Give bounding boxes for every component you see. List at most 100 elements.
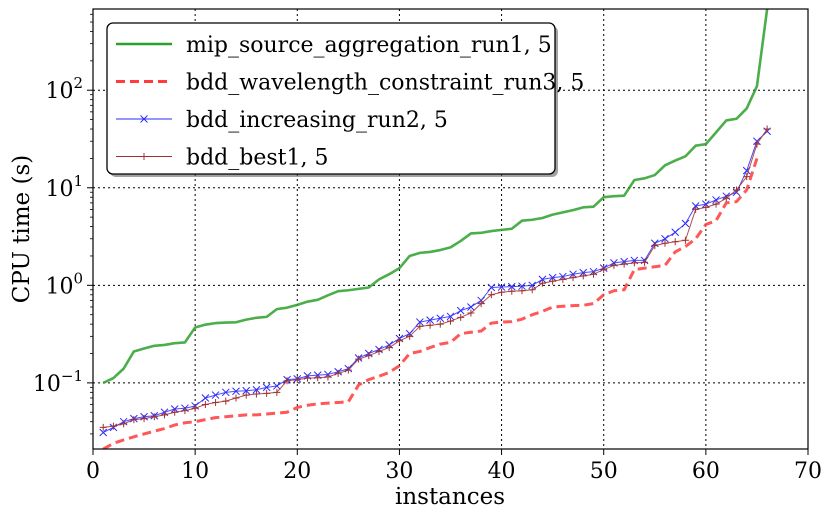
series-point — [702, 203, 710, 211]
x-tick-label: 40 — [488, 459, 516, 484]
series-line — [102, 157, 759, 449]
legend-label: bdd_best1, 5 — [186, 146, 328, 171]
series-point — [273, 382, 281, 390]
x-tick-label: 60 — [692, 459, 720, 484]
legend-label: bdd_increasing_run2, 5 — [186, 108, 448, 133]
x-tick-label: 20 — [283, 459, 311, 484]
legend-label: bdd_wavelength_constraint_run3, 5 — [186, 71, 584, 96]
series-point — [293, 376, 301, 384]
series-point — [549, 277, 557, 285]
series-point — [273, 388, 281, 396]
series-point — [671, 228, 680, 237]
x-axis-title: instances — [395, 484, 505, 510]
series-point — [395, 337, 403, 345]
series-point — [497, 283, 506, 291]
plot-frame — [92, 8, 809, 450]
series-point — [130, 416, 138, 424]
series-point — [365, 352, 373, 360]
series-point — [620, 260, 628, 268]
series-point — [569, 274, 577, 282]
series-point — [753, 140, 761, 148]
y-tick-label: 10−1 — [33, 367, 83, 397]
series-point — [334, 369, 342, 377]
y-tick-label: 101 — [45, 172, 83, 202]
series-point — [181, 407, 189, 415]
x-tick-label: 0 — [86, 459, 100, 484]
series-point — [99, 423, 107, 431]
series-point — [212, 398, 220, 406]
series-point — [630, 259, 638, 267]
legend-marker — [140, 153, 148, 160]
series-point — [671, 238, 679, 246]
x-tick-label: 70 — [794, 459, 822, 484]
series-point — [171, 408, 179, 416]
x-axis: 0 10 20 30 40 50 60 70 — [86, 449, 822, 484]
legend-label: mip_source_aggregation_run1, 5 — [186, 33, 552, 58]
series-point — [712, 200, 720, 208]
series-point — [518, 282, 526, 291]
series-point — [559, 275, 567, 283]
legend-marker — [140, 115, 148, 123]
series-point — [232, 394, 240, 402]
series-point — [641, 258, 649, 266]
series-point — [416, 322, 424, 330]
series-point — [436, 320, 444, 328]
series-line — [102, 9, 769, 385]
series-point — [406, 332, 414, 340]
series-point — [252, 385, 261, 394]
y-tick-label: 102 — [45, 74, 83, 104]
series-point — [201, 394, 210, 402]
series-point — [477, 300, 485, 308]
series-line — [102, 130, 768, 433]
x-tick-label: 10 — [181, 459, 209, 484]
series-point — [651, 242, 659, 250]
series-point — [201, 401, 209, 409]
series-point — [426, 316, 434, 324]
series-point — [600, 266, 608, 274]
y-axis-title: CPU time (s) — [9, 155, 35, 303]
series-point — [242, 391, 250, 399]
series-point — [416, 318, 424, 326]
series-point — [681, 219, 690, 228]
series-point — [263, 389, 271, 397]
series-point — [99, 428, 108, 437]
series-layer — [99, 9, 771, 449]
series-point — [304, 374, 311, 382]
series-point — [446, 312, 455, 321]
series-point — [191, 404, 199, 412]
series-point — [221, 388, 230, 397]
series-point — [518, 287, 526, 295]
x-tick-label: 50 — [590, 459, 618, 484]
series-2 — [102, 157, 759, 449]
legend-entries: mip_source_aggregation_run1, 5 bdd_wavele… — [116, 33, 584, 171]
series-point — [161, 411, 168, 419]
series-point — [528, 281, 537, 290]
series-point — [733, 186, 740, 194]
y-tick-label: 100 — [45, 269, 83, 299]
series-point — [262, 383, 271, 392]
series-point — [528, 286, 536, 294]
series-point — [692, 205, 700, 213]
legend: mip_source_aggregation_run1, 5 bdd_wavele… — [106, 22, 584, 177]
series-point — [538, 275, 547, 284]
series-point — [722, 194, 730, 202]
series-point — [222, 397, 230, 405]
series-point — [538, 279, 546, 287]
series-point — [507, 282, 516, 291]
series-point — [457, 313, 465, 321]
series-point — [508, 287, 516, 295]
series-point — [344, 366, 352, 374]
series-point — [661, 239, 669, 247]
series-point — [763, 125, 771, 133]
series-point — [150, 413, 158, 421]
series-point — [447, 317, 454, 325]
series-point — [681, 236, 689, 244]
series-point — [743, 173, 751, 181]
series-point — [487, 291, 495, 299]
series-point — [232, 387, 240, 396]
series-point — [314, 374, 322, 382]
series-point — [375, 347, 383, 355]
series-point — [426, 321, 434, 329]
legend-box — [106, 22, 556, 175]
